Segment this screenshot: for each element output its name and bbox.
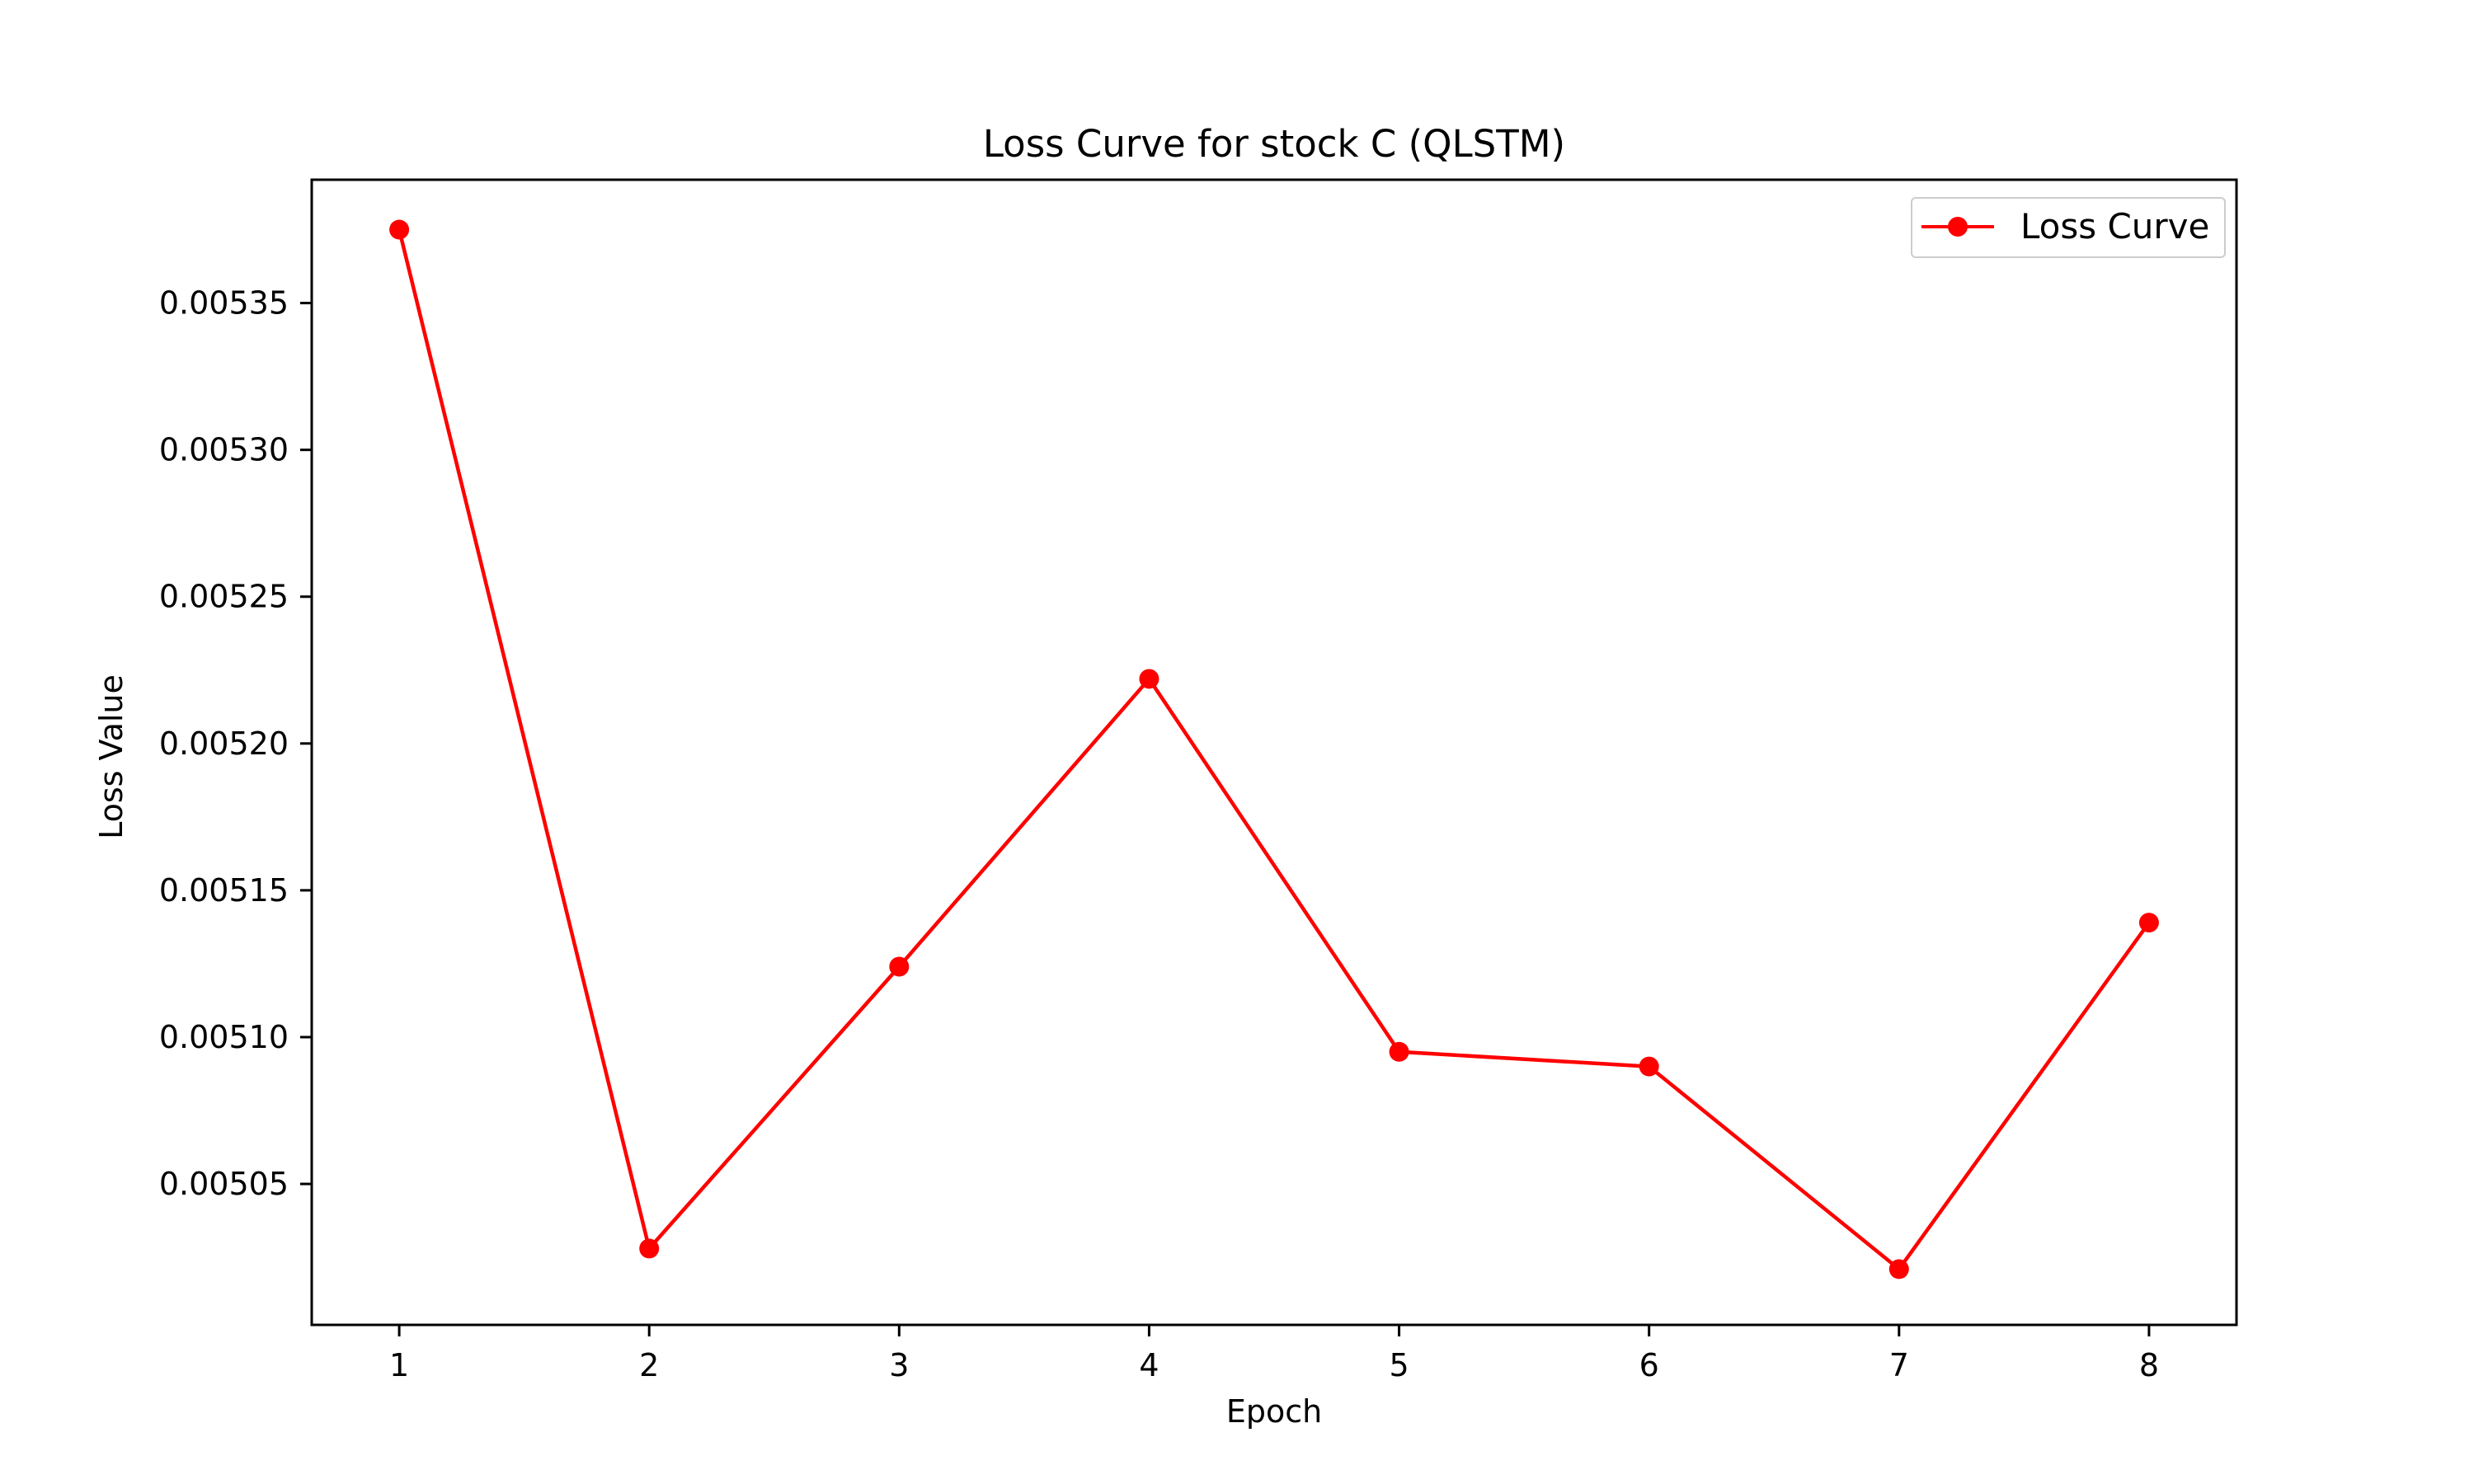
x-tick-label: 4	[1139, 1347, 1159, 1383]
legend-label: Loss Curve	[2020, 206, 2209, 247]
loss-curve-line	[397, 229, 2151, 1271]
y-tick-label: 0.00515	[159, 872, 289, 909]
data-point	[2138, 913, 2159, 933]
plot-area: 1 2 3 4 5 6 7 8 0.00505 0.00510 0.00515 0.00520 0.00…	[159, 178, 2238, 1383]
x-tick-label: 6	[1639, 1347, 1659, 1383]
data-point	[1888, 1259, 1909, 1280]
data-point	[1139, 669, 1159, 689]
y-tick-label: 0.00525	[159, 579, 289, 615]
y-tick-label: 0.00505	[159, 1166, 289, 1202]
y-tick-label: 0.00530	[159, 432, 289, 468]
y-tick-label: 0.00535	[159, 285, 289, 322]
x-tick-label: 1	[389, 1347, 409, 1383]
legend-frame	[1911, 197, 2226, 258]
y-tick-label: 0.00510	[159, 1019, 289, 1055]
data-point	[639, 1238, 660, 1259]
y-axis-label: Loss Value	[93, 674, 129, 839]
legend-marker	[1948, 217, 1968, 237]
data-point	[1389, 1041, 1409, 1062]
chart-title: Loss Curve for stock C (QLSTM)	[983, 122, 1565, 166]
x-tick-label: 3	[889, 1347, 909, 1383]
x-tick-label: 2	[639, 1347, 659, 1383]
x-tick-label: 8	[2139, 1347, 2159, 1383]
data-point	[889, 956, 910, 977]
y-tick-label: 0.00520	[159, 726, 289, 762]
legend: Loss Curve	[1911, 197, 2226, 258]
x-axis-label: Epoch	[1226, 1393, 1322, 1430]
plot-frame	[310, 178, 2238, 1327]
data-point	[389, 219, 410, 240]
x-tick-label: 7	[1889, 1347, 1909, 1383]
data-point	[1639, 1056, 1659, 1077]
x-tick-label: 5	[1389, 1347, 1409, 1383]
